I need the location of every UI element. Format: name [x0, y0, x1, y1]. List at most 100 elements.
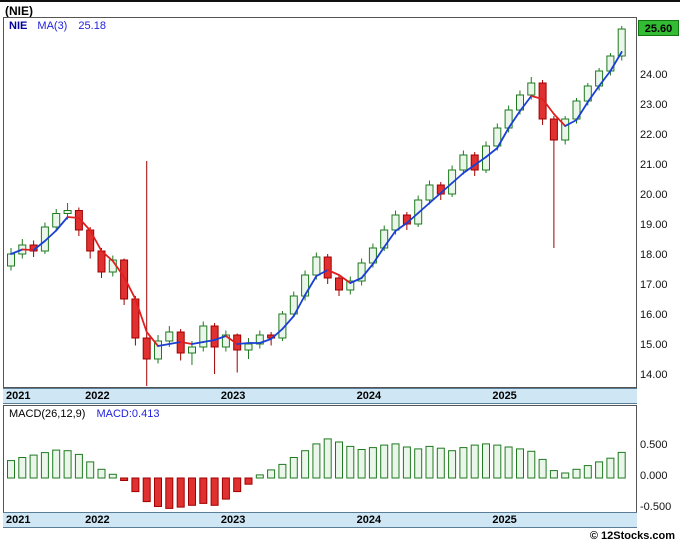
- macd-bar: [165, 477, 174, 509]
- macd-bar: [549, 470, 558, 479]
- macd-value-label: MACD:0.413: [96, 408, 160, 420]
- year-label: 2022: [85, 514, 110, 526]
- year-label: 2021: [6, 514, 31, 526]
- macd-axis-label: -0.500: [640, 501, 672, 513]
- macd-bar: [346, 445, 355, 479]
- price-axis-label: 15.00: [640, 339, 668, 351]
- macd-bar: [29, 454, 38, 479]
- macd-bar: [493, 444, 502, 479]
- last-price-badge: 25.60: [638, 20, 679, 36]
- price-axis-label: 21.00: [640, 159, 668, 171]
- year-label: 2021: [6, 390, 31, 402]
- candle-body: [380, 229, 389, 249]
- macd-bar: [583, 465, 592, 479]
- macd-bar: [221, 477, 230, 500]
- candle-body: [346, 280, 355, 291]
- candle-body: [165, 331, 174, 342]
- copyright-link[interactable]: © 12Stocks.com: [589, 530, 675, 542]
- year-label: 2025: [492, 514, 517, 526]
- macd-bar: [414, 448, 423, 479]
- candle-body: [199, 325, 208, 348]
- candle-body: [323, 256, 332, 279]
- candle-body: [40, 226, 49, 252]
- candle-body: [391, 214, 400, 231]
- macd-axis-label: 0.500: [640, 439, 668, 451]
- macd-bar: [335, 441, 343, 479]
- candle-body: [52, 213, 61, 228]
- macd-legend: MACD(26,12,9) MACD:0.413: [9, 408, 167, 420]
- price-axis-label: 23.00: [640, 99, 668, 111]
- ma-value: 25.18: [78, 20, 106, 32]
- candlesticks: [7, 26, 626, 386]
- macd-bar: [63, 450, 72, 479]
- macd-bar: [504, 446, 513, 479]
- candle-body: [63, 210, 72, 214]
- macd-bar: [425, 445, 434, 479]
- macd-bar: [267, 469, 276, 479]
- candle-body: [425, 184, 434, 201]
- candle-body: [335, 277, 343, 291]
- macd-bar: [595, 461, 604, 479]
- macd-bar: [289, 457, 298, 479]
- macd-panel: MACD(26,12,9) MACD:0.413: [3, 405, 637, 514]
- macd-bar: [448, 450, 457, 479]
- macd-bar: [516, 448, 524, 479]
- macd-bar: [199, 477, 208, 504]
- ticker-symbol-label: NIE: [9, 20, 28, 32]
- candle-body: [221, 334, 230, 348]
- macd-bars: [7, 438, 626, 509]
- candle-body: [74, 210, 83, 231]
- macd-bar: [301, 450, 310, 479]
- candlestick-chart: [7, 26, 626, 386]
- macd-bar-chart: [7, 438, 626, 509]
- year-label: 2024: [356, 390, 382, 402]
- year-label: 2023: [220, 514, 246, 526]
- candle-body: [606, 55, 615, 72]
- price-chart-legend: NIE MA(3) 25.18: [9, 20, 114, 32]
- candle-body: [289, 295, 298, 315]
- macd-bar: [188, 477, 196, 506]
- macd-bar: [459, 447, 468, 479]
- price-axis-label: 24.00: [640, 69, 668, 81]
- macd-params-label: MACD(26,12,9): [9, 408, 86, 420]
- macd-bar: [402, 446, 411, 479]
- macd-bar: [312, 443, 321, 479]
- candle-body: [255, 334, 264, 345]
- macd-bar: [561, 472, 570, 479]
- macd-bar: [52, 449, 61, 479]
- macd-bar: [74, 453, 83, 479]
- macd-bar: [233, 477, 242, 493]
- macd-bar: [7, 460, 15, 479]
- candle-body: [142, 337, 151, 360]
- candle-body: [357, 262, 366, 282]
- macd-bar: [18, 457, 27, 479]
- macd-bar: [470, 444, 479, 479]
- year-label: 2025: [492, 390, 517, 402]
- year-label: 2023: [220, 390, 246, 402]
- macd-bar: [357, 449, 366, 479]
- ma-line: [10, 51, 623, 347]
- macd-bar: [97, 468, 106, 479]
- candle-body: [188, 346, 196, 354]
- year-axis-band-bottom: 2021 2022 2023 2024 2025: [3, 512, 637, 528]
- macd-bar: [108, 473, 117, 479]
- candle-body: [527, 82, 536, 96]
- candle-body: [244, 343, 253, 351]
- candle-body: [312, 256, 321, 276]
- year-label: 2024: [356, 514, 382, 526]
- candle-body: [493, 127, 502, 147]
- macd-bar: [436, 447, 445, 479]
- candle-body: [617, 28, 626, 57]
- price-axis-label: 14.00: [640, 369, 668, 381]
- macd-bar: [606, 457, 615, 479]
- candle-body: [120, 259, 129, 300]
- macd-bar: [617, 451, 626, 479]
- page-title: (NIE): [5, 4, 33, 18]
- macd-bar: [255, 474, 264, 479]
- macd-axis-label: 0.000: [640, 470, 668, 482]
- macd-bar: [154, 477, 162, 507]
- macd-bar: [538, 458, 547, 479]
- candle-body: [538, 82, 547, 120]
- macd-bar: [176, 477, 185, 508]
- candle-body: [301, 274, 310, 297]
